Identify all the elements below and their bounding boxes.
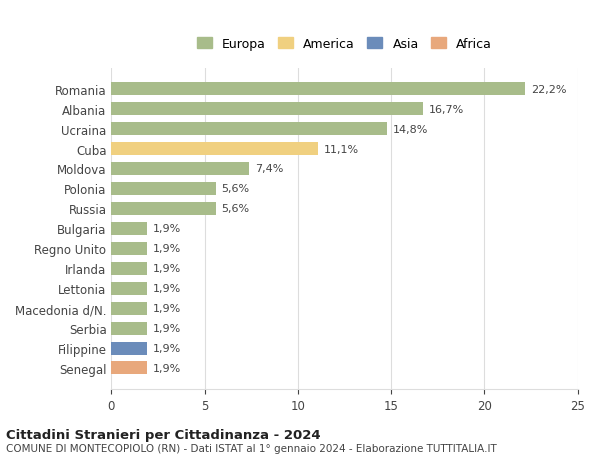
Bar [112, 342, 147, 355]
Text: 1,9%: 1,9% [152, 284, 181, 294]
Bar [112, 123, 388, 136]
Bar [112, 222, 147, 235]
Bar [112, 183, 216, 196]
Text: 1,9%: 1,9% [152, 263, 181, 274]
Legend: Europa, America, Asia, Africa: Europa, America, Asia, Africa [192, 33, 497, 56]
Text: 11,1%: 11,1% [324, 144, 359, 154]
Text: 22,2%: 22,2% [531, 84, 566, 95]
Bar [112, 83, 526, 96]
Bar [112, 162, 250, 176]
Text: 1,9%: 1,9% [152, 224, 181, 234]
Bar [112, 362, 147, 375]
Text: Cittadini Stranieri per Cittadinanza - 2024: Cittadini Stranieri per Cittadinanza - 2… [6, 428, 320, 442]
Bar [112, 262, 147, 275]
Text: 14,8%: 14,8% [393, 124, 428, 134]
Text: 16,7%: 16,7% [428, 104, 464, 114]
Text: 5,6%: 5,6% [221, 184, 250, 194]
Text: 7,4%: 7,4% [255, 164, 283, 174]
Bar [112, 143, 319, 156]
Text: COMUNE DI MONTECOPIOLO (RN) - Dati ISTAT al 1° gennaio 2024 - Elaborazione TUTTI: COMUNE DI MONTECOPIOLO (RN) - Dati ISTAT… [6, 443, 497, 453]
Text: 5,6%: 5,6% [221, 204, 250, 214]
Bar [112, 322, 147, 335]
Bar [112, 242, 147, 255]
Text: 1,9%: 1,9% [152, 244, 181, 254]
Text: 1,9%: 1,9% [152, 363, 181, 373]
Bar [112, 103, 423, 116]
Bar [112, 302, 147, 315]
Bar [112, 202, 216, 215]
Text: 1,9%: 1,9% [152, 303, 181, 313]
Text: 1,9%: 1,9% [152, 324, 181, 333]
Text: 1,9%: 1,9% [152, 343, 181, 353]
Bar [112, 282, 147, 295]
